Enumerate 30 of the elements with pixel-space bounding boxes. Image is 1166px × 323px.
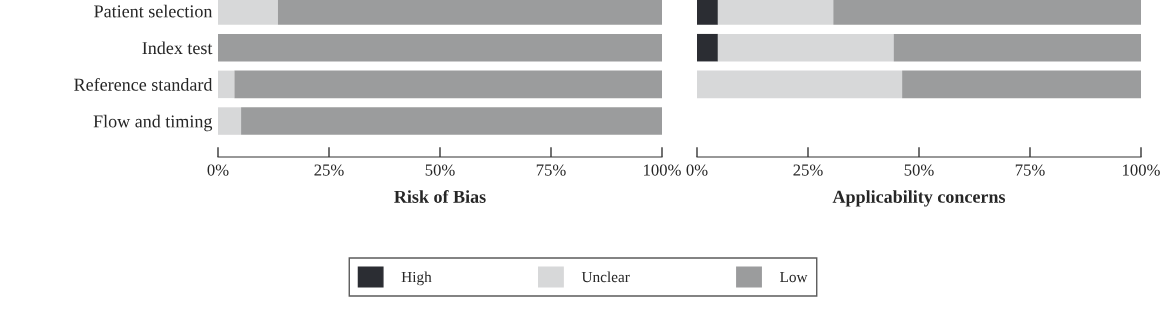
- x-tick-label: 50%: [425, 164, 455, 176]
- legend-label: Low: [780, 272, 808, 283]
- y-tick-label: Index test: [142, 41, 213, 55]
- bar: [902, 70, 1141, 99]
- bar: [697, 33, 718, 62]
- x-tick-label: 25%: [793, 164, 823, 176]
- x-tick-label: 50%: [904, 164, 934, 176]
- x-axis-title: Risk of Bias: [394, 189, 486, 203]
- y-tick-label: Reference standard: [74, 77, 213, 91]
- legend-label: Unclear: [581, 271, 630, 283]
- x-tick-label: 0%: [686, 164, 708, 176]
- bar: [893, 33, 1141, 62]
- bar: [218, 70, 235, 99]
- x-tick-label: 25%: [314, 164, 344, 176]
- bar: [218, 107, 242, 135]
- y-tick-label: Patient selection: [94, 4, 213, 18]
- x-tick-label: 100%: [1123, 164, 1160, 176]
- x-tick-label: 75%: [1015, 164, 1045, 176]
- legend-label: High: [401, 271, 432, 286]
- bar: [697, 70, 903, 99]
- bar: [717, 33, 894, 62]
- x-axis-title: Applicability concerns: [832, 190, 1006, 207]
- x-tick-label: 75%: [536, 164, 566, 176]
- bar: [218, 33, 662, 62]
- x-tick-label: 0%: [207, 164, 229, 176]
- x-tick-label: 100%: [644, 164, 681, 176]
- bar: [697, 0, 718, 25]
- bar: [234, 70, 662, 99]
- y-tick-label: Flow and timing: [93, 114, 213, 132]
- bar: [241, 107, 662, 135]
